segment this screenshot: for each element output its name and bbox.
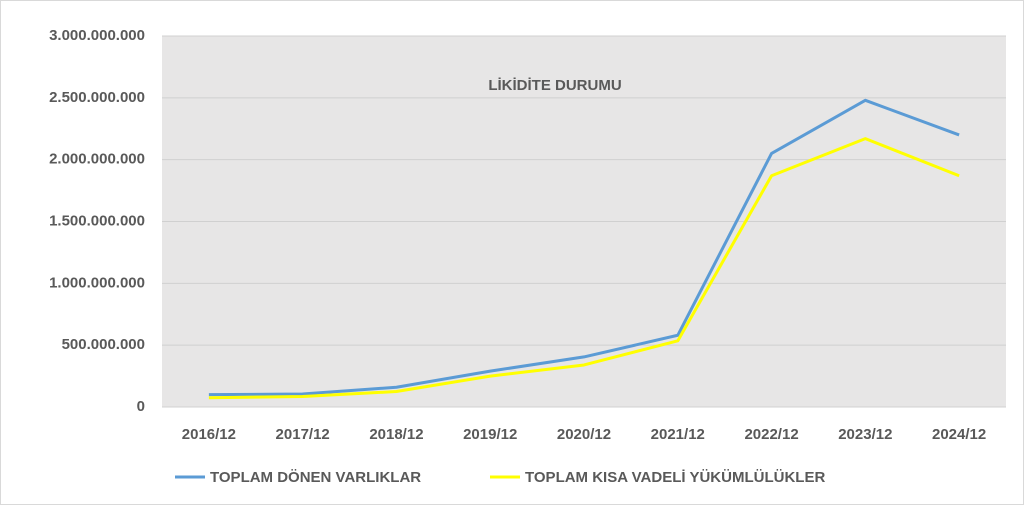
- x-tick-label: 2017/12: [276, 426, 330, 443]
- x-tick-label: 2021/12: [651, 426, 705, 443]
- y-tick-label: 3.000.000.000: [49, 27, 145, 44]
- x-tick-label: 2018/12: [369, 426, 423, 443]
- x-tick-label: 2019/12: [463, 426, 517, 443]
- chart-title: LİKİDİTE DURUMU: [488, 77, 621, 94]
- data-line: [208, 137, 960, 400]
- x-tick-label: 2020/12: [557, 426, 611, 443]
- y-tick-label: 500.000.000: [62, 336, 145, 353]
- y-tick-label: 2.500.000.000: [49, 89, 145, 106]
- x-tick-label: 2023/12: [838, 426, 892, 443]
- data-line: [208, 98, 960, 397]
- y-tick-label: 2.000.000.000: [49, 151, 145, 168]
- y-tick-label: 1.000.000.000: [49, 274, 145, 291]
- y-tick-label: 1.500.000.000: [49, 212, 145, 229]
- legend-label: TOPLAM KISA VADELİ YÜKÜMLÜLÜKLER: [525, 469, 825, 486]
- legend-label: TOPLAM DÖNEN VARLIKLAR: [210, 469, 421, 486]
- x-tick-label: 2016/12: [182, 426, 236, 443]
- y-tick-label: 0: [137, 398, 145, 415]
- x-tick-label: 2022/12: [744, 426, 798, 443]
- x-tick-label: 2024/12: [932, 426, 986, 443]
